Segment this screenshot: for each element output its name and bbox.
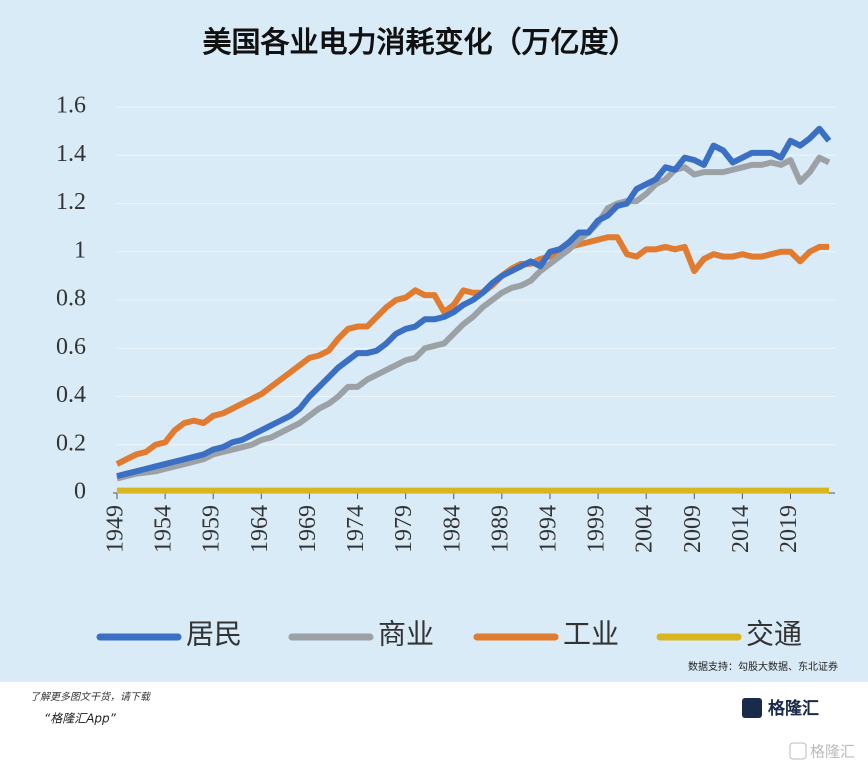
x-tick-label: 2014: [728, 505, 754, 553]
watermark-icon: [789, 742, 807, 760]
footer-logo: 格隆汇: [768, 698, 819, 719]
source-note: 数据支持：勾股大数据、东北证券: [688, 660, 838, 673]
legend-label: 工业: [563, 619, 619, 650]
x-tick-label: 1969: [295, 505, 321, 553]
y-tick-label: 1.4: [56, 141, 86, 167]
x-tick-label: 2009: [680, 505, 706, 553]
y-tick-label: 0.2: [56, 430, 86, 456]
watermark: 格隆汇: [810, 743, 855, 761]
chart-title: 美国各业电力消耗变化（万亿度）: [202, 25, 637, 59]
y-tick-label: 1: [74, 237, 86, 263]
x-tick-label: 1974: [343, 505, 369, 553]
legend-label: 居民: [186, 619, 242, 650]
y-tick-label: 1.2: [56, 189, 86, 215]
footer-app: “格隆汇App”: [44, 712, 117, 726]
x-tick-label: 2004: [632, 505, 658, 553]
footer-promo: 了解更多图文干货，请下载: [30, 691, 152, 703]
x-tick-label: 1994: [535, 505, 561, 553]
x-tick-label: 1954: [151, 505, 177, 553]
chart-background: [0, 0, 868, 682]
x-tick-label: 1979: [391, 505, 417, 553]
y-tick-label: 0.4: [56, 382, 86, 408]
series-line: [116, 125, 832, 480]
x-tick-label: 2019: [776, 505, 802, 553]
x-tick-label: 1959: [199, 505, 225, 553]
x-tick-label: 1964: [247, 505, 273, 553]
series-line: [116, 154, 831, 482]
y-tick-label: 0: [74, 479, 86, 505]
y-tick-label: 0.8: [56, 286, 86, 312]
series-line: [115, 234, 829, 467]
x-tick-label: 1984: [439, 505, 465, 553]
x-tick-label: 1989: [487, 505, 513, 553]
logo-icon: [742, 698, 762, 718]
x-tick-label: 1999: [584, 505, 610, 553]
y-tick-label: 1.6: [56, 93, 86, 119]
legend-label: 交通: [746, 618, 802, 650]
x-tick-label: 1949: [103, 505, 129, 553]
y-tick-label: 0.6: [56, 334, 86, 360]
legend-label: 商业: [378, 618, 434, 650]
